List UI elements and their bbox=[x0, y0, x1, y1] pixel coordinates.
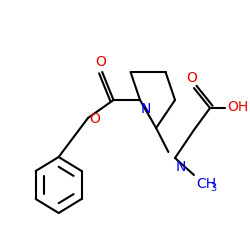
Text: N: N bbox=[141, 102, 151, 116]
Text: O: O bbox=[95, 55, 106, 69]
Text: N: N bbox=[176, 160, 186, 174]
Text: 3: 3 bbox=[210, 183, 216, 193]
Text: O: O bbox=[186, 71, 198, 85]
Text: CH: CH bbox=[196, 177, 216, 191]
Text: OH: OH bbox=[227, 100, 248, 114]
Text: O: O bbox=[89, 112, 100, 126]
